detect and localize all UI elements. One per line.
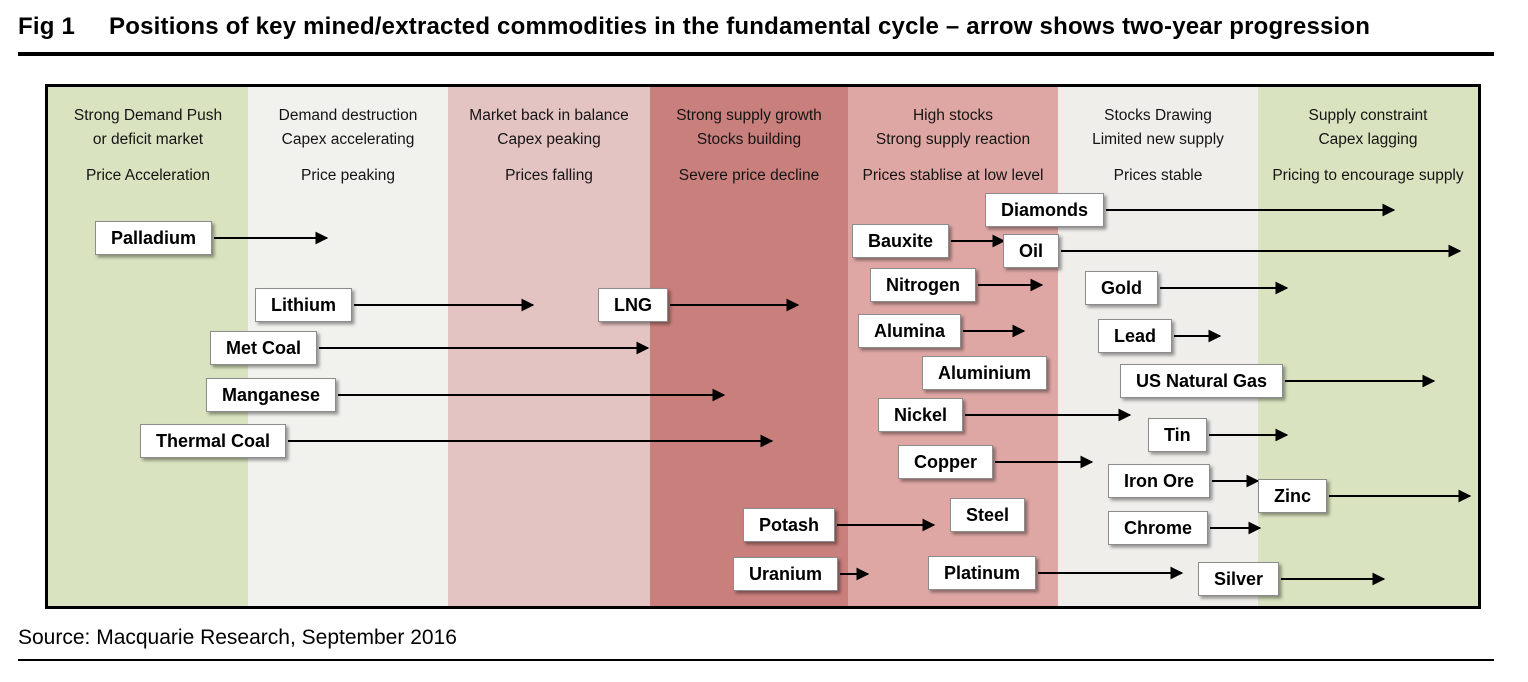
commodity-us-natural-gas: US Natural Gas xyxy=(1120,364,1284,398)
commodity-lead: Lead xyxy=(1098,319,1173,353)
commodity-bauxite: Bauxite xyxy=(852,224,950,258)
phase-description-line: High stocks xyxy=(912,107,994,124)
progression-arrows-layer xyxy=(214,203,1472,586)
phase-description-line: Strong supply reaction xyxy=(875,131,1031,148)
phase-description-line: Demand destruction xyxy=(278,107,418,124)
commodity-alumina: Alumina xyxy=(858,314,962,348)
commodity-steel: Steel xyxy=(950,498,1026,532)
commodity-met-coal: Met Coal xyxy=(210,331,318,365)
phase-description-line: Market back in balance xyxy=(469,107,629,124)
commodity-lng: LNG xyxy=(598,288,668,322)
phase-band-header: Stocks Drawing Limited new supply Prices s… xyxy=(1058,87,1258,188)
commodity-nickel: Nickel xyxy=(878,398,964,432)
commodity-chrome: Chrome xyxy=(1108,511,1209,545)
phase-description-line: Strong Demand Push xyxy=(73,107,223,124)
commodity-copper: Copper xyxy=(898,445,993,479)
commodity-palladium: Palladium xyxy=(95,221,213,255)
price-behaviour-label: Severe price decline xyxy=(678,167,820,184)
phase-description-line: Stocks Drawing xyxy=(1104,107,1212,124)
cycle-chart: Strong Demand Push or deficit market Price… xyxy=(45,84,1481,609)
title-divider xyxy=(18,52,1494,56)
price-behaviour-label: Prices stablise at low level xyxy=(862,167,1044,184)
commodity-diamonds: Diamonds xyxy=(985,193,1105,227)
commodity-zinc: Zinc xyxy=(1258,479,1328,513)
commodity-manganese: Manganese xyxy=(206,378,337,412)
commodity-uranium: Uranium xyxy=(733,557,839,591)
commodity-thermal-coal: Thermal Coal xyxy=(140,424,287,458)
phase-band-header: Demand destruction Capex accelerating Pric… xyxy=(248,87,448,188)
phase-description-line: Capex accelerating xyxy=(281,131,415,148)
source-note: Source: Macquarie Research, September 20… xyxy=(18,626,457,649)
price-behaviour-label: Price peaking xyxy=(301,167,395,184)
price-behaviour-label: Prices falling xyxy=(505,167,593,184)
phase-description-line: Supply constraint xyxy=(1308,107,1428,124)
commodity-potash: Potash xyxy=(743,508,836,542)
commodity-silver: Silver xyxy=(1198,562,1280,596)
phase-description-line: Limited new supply xyxy=(1092,131,1224,148)
price-behaviour-label: Pricing to encourage supply xyxy=(1272,167,1464,184)
phase-description-line: Strong supply growth xyxy=(676,107,822,124)
phase-band-3: Market back in balance Capex peaking Price… xyxy=(448,87,650,606)
price-behaviour-label: Prices stable xyxy=(1113,167,1203,184)
phase-description-line: Capex peaking xyxy=(497,131,601,148)
commodity-labels-layer: Palladium Lithium Met Coal Manganese Thermal… xyxy=(48,87,1478,606)
commodity-iron-ore: Iron Ore xyxy=(1108,464,1211,498)
phase-band-header: Strong Demand Push or deficit market Price… xyxy=(48,87,248,188)
price-behaviour-label: Price Acceleration xyxy=(85,167,211,184)
figure-label: Fig 1 xyxy=(18,13,76,40)
phase-description-line: or deficit market xyxy=(92,131,204,148)
phase-band-header: Strong supply growth Stocks building Sever… xyxy=(650,87,848,188)
figure-title: Positions of key mined/extracted commodi… xyxy=(109,13,1371,40)
commodity-aluminium: Aluminium xyxy=(922,356,1047,390)
phase-description-line: Stocks building xyxy=(696,131,802,148)
commodity-lithium: Lithium xyxy=(255,288,352,322)
phase-band-header: High stocks Strong supply reaction Prices … xyxy=(848,87,1058,188)
commodity-gold: Gold xyxy=(1085,271,1158,305)
bottom-divider xyxy=(18,659,1494,661)
phase-description-line: Capex lagging xyxy=(1318,131,1418,148)
phase-bands: Strong Demand Push or deficit market Price… xyxy=(48,87,1478,606)
phase-band-header: Market back in balance Capex peaking Price… xyxy=(448,87,650,188)
figure-title-row: Fig 1 Positions of key mined/extracted co… xyxy=(18,13,1370,41)
commodity-oil: Oil xyxy=(1003,234,1060,268)
phase-band-header: Supply constraint Capex lagging Pricing to… xyxy=(1258,87,1478,188)
commodity-platinum: Platinum xyxy=(928,556,1037,590)
commodity-tin: Tin xyxy=(1148,418,1207,452)
phase-band-7: Supply constraint Capex lagging Pricing to… xyxy=(1258,87,1478,606)
commodity-nitrogen: Nitrogen xyxy=(870,268,976,302)
